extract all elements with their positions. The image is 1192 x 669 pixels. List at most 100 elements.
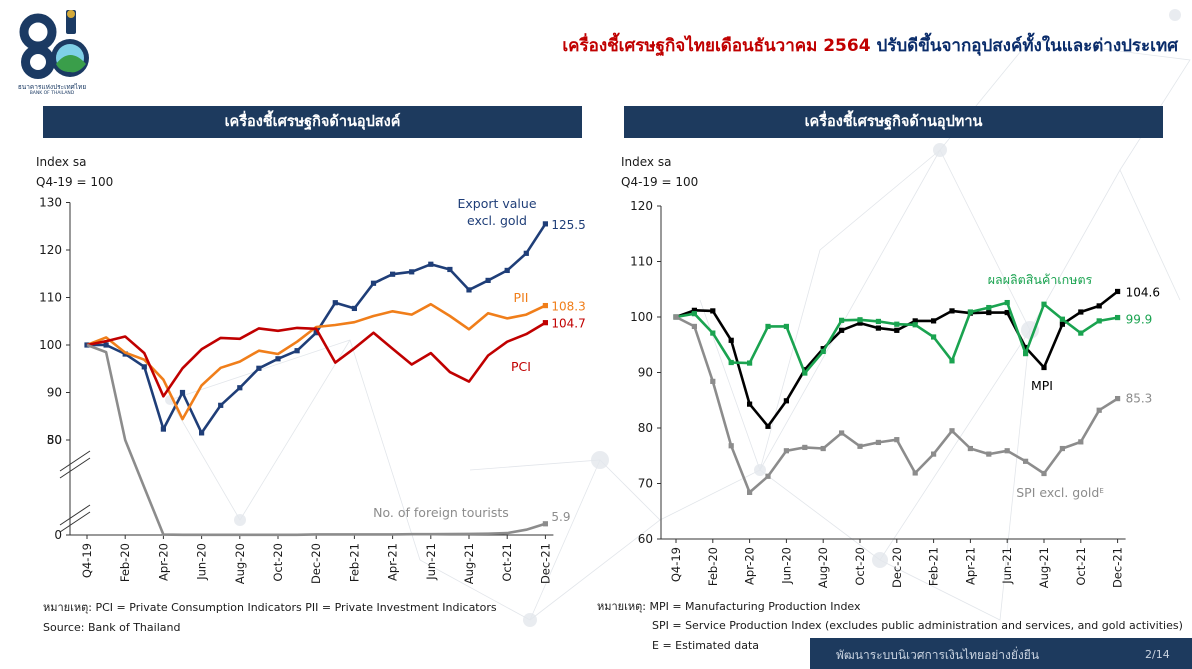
chart-1-series-marker bbox=[894, 321, 900, 327]
chart-1-series-marker bbox=[765, 323, 771, 330]
chart-1-series-marker bbox=[1096, 318, 1102, 324]
chart-1-series-marker bbox=[839, 317, 845, 323]
chart-0-series-marker bbox=[390, 271, 396, 277]
right-note-estimated: E = Estimated data bbox=[652, 639, 760, 652]
chart-0-series-marker bbox=[141, 364, 147, 370]
chart-1-series-label-superscript: E bbox=[1099, 487, 1103, 495]
chart-0-series-marker bbox=[237, 385, 243, 391]
chart-1-series-marker bbox=[747, 401, 753, 407]
chart-1-x-tick-label: Apr-21 bbox=[963, 547, 977, 585]
chart-1-series-marker bbox=[1096, 407, 1102, 413]
chart-0-x-tick-label: Aug-20 bbox=[233, 543, 247, 584]
chart-1-series-marker bbox=[967, 309, 973, 315]
chart-0-series-marker bbox=[542, 221, 548, 227]
chart-1-end-value-label: 99.9 bbox=[1126, 313, 1153, 327]
chart-1-y-tick-label: 70 bbox=[638, 477, 653, 491]
chart-1-series-marker bbox=[1059, 316, 1065, 322]
chart-1-series-marker bbox=[691, 311, 697, 317]
chart-0-y-tick-label: 50 bbox=[47, 433, 62, 447]
chart-1-y-tick-label: 100 bbox=[630, 310, 653, 324]
chart-0-y-tick-label: 100 bbox=[39, 338, 62, 352]
chart-0-x-tick-label: Oct-20 bbox=[271, 543, 285, 582]
chart-0-end-value-label: 5.9 bbox=[551, 510, 570, 524]
chart-0-series-marker bbox=[332, 300, 338, 306]
chart-0-series-end-marker bbox=[542, 521, 548, 527]
chart-1-series-marker bbox=[931, 334, 937, 340]
chart-1-series-marker bbox=[912, 322, 918, 328]
chart-1-series-marker bbox=[839, 327, 845, 333]
chart-1-y-tick-label: 60 bbox=[638, 532, 653, 546]
chart-0-x-tick-label: Q4-19 bbox=[80, 543, 94, 578]
chart-0-x-tick-label: Feb-20 bbox=[118, 543, 132, 582]
chart-1-x-tick-label: Jun-21 bbox=[1000, 547, 1014, 585]
chart-1-y-tick-label: 120 bbox=[630, 199, 653, 213]
chart-1-y-tick-label: 90 bbox=[638, 366, 653, 380]
left-panel-title: เครื่องชี้เศรษฐกิจด้านอุปสงค์ bbox=[43, 106, 582, 138]
chart-1-series-marker bbox=[894, 327, 900, 333]
chart-0-y-tick-label: 130 bbox=[39, 196, 62, 210]
chart-0-series-label: PCI bbox=[511, 359, 531, 374]
chart-1-series-marker bbox=[986, 309, 992, 316]
chart-0-series-end-marker bbox=[542, 320, 548, 326]
chart-1-series-line bbox=[675, 315, 1119, 494]
chart-1-series-marker bbox=[783, 448, 789, 454]
logo-bank-subtitle: BANK OF THAILAND bbox=[29, 91, 75, 96]
chart-0-series-marker bbox=[275, 356, 281, 362]
right-panel-title: เครื่องชี้เศรษฐกิจด้านอุปทาน bbox=[624, 106, 1163, 138]
chart-0-x-tick-label: Aug-21 bbox=[462, 543, 476, 584]
chart-1-series-marker bbox=[747, 360, 753, 366]
chart-0-axis-break bbox=[59, 504, 91, 526]
bank-of-thailand-80-logo bbox=[19, 10, 89, 79]
chart-1-x-tick-label: Feb-20 bbox=[706, 547, 720, 586]
chart-1-series-marker bbox=[986, 304, 992, 311]
chart-1-series-marker bbox=[765, 473, 771, 479]
chart-0-y-tick-label: 110 bbox=[39, 291, 62, 305]
chart-1-series-marker bbox=[1078, 309, 1084, 315]
chart-1-x-tick-label: Dec-21 bbox=[1111, 547, 1125, 588]
chart-0-series-line bbox=[86, 302, 546, 421]
chart-1-series-marker bbox=[783, 323, 789, 330]
chart-1-series-marker bbox=[875, 439, 881, 446]
chart-1-series-marker bbox=[1004, 299, 1010, 306]
chart-1-x-tick-label: Dec-20 bbox=[890, 547, 904, 588]
chart-0-y-tick-label: 120 bbox=[39, 243, 62, 257]
chart-0-series-marker bbox=[370, 280, 377, 286]
chart-0-series-marker bbox=[485, 277, 491, 283]
chart-1-ylabel-2: Q4-19 = 100 bbox=[621, 175, 698, 189]
chart-1-series-marker bbox=[820, 445, 826, 452]
chart-0-series-marker bbox=[256, 365, 262, 371]
chart-1-series-marker bbox=[875, 318, 881, 325]
right-note-spi: SPI = Service Production Index (excludes… bbox=[652, 619, 1183, 632]
chart-0-y-tick-label: 80 bbox=[47, 433, 62, 447]
chart-1-series-marker bbox=[1041, 470, 1047, 477]
chart-1-series-label: MPI bbox=[1031, 378, 1053, 393]
chart-1-series-marker bbox=[673, 314, 679, 320]
footer-bar bbox=[810, 638, 1192, 669]
chart-1-series-marker bbox=[1004, 309, 1010, 316]
chart-1-series-marker bbox=[1023, 351, 1029, 357]
chart-1-series-marker bbox=[1041, 301, 1047, 307]
chart-1-series-line bbox=[675, 301, 1118, 375]
chart-1-series-marker bbox=[931, 318, 937, 324]
chart-1-series-marker bbox=[894, 437, 900, 443]
chart-0-end-value-label: 104.7 bbox=[551, 317, 585, 331]
chart-1-series-marker bbox=[765, 423, 771, 429]
chart-1-series-marker bbox=[710, 308, 716, 314]
chart-1-series-marker bbox=[949, 428, 955, 434]
chart-1-series-marker bbox=[1078, 439, 1084, 445]
chart-1-series-marker bbox=[691, 323, 697, 330]
chart-1-end-value-label: 104.6 bbox=[1126, 285, 1160, 299]
chart-1-x-tick-label: Aug-20 bbox=[816, 547, 830, 588]
chart-1-x-tick-label: Apr-20 bbox=[743, 547, 757, 585]
chart-1-series-marker bbox=[1004, 448, 1010, 454]
chart-1-series-marker bbox=[857, 320, 863, 326]
chart-1-series-marker bbox=[839, 430, 845, 436]
chart-0-series-marker bbox=[428, 261, 434, 267]
chart-1-series-marker bbox=[710, 378, 716, 384]
chart-1-series-marker bbox=[728, 359, 734, 366]
chart-0-x-tick-label: Jun-20 bbox=[195, 543, 209, 581]
chart-1-series-marker bbox=[1023, 458, 1029, 464]
chart-1-series-marker bbox=[710, 330, 716, 336]
chart-1-series-marker bbox=[747, 489, 753, 495]
